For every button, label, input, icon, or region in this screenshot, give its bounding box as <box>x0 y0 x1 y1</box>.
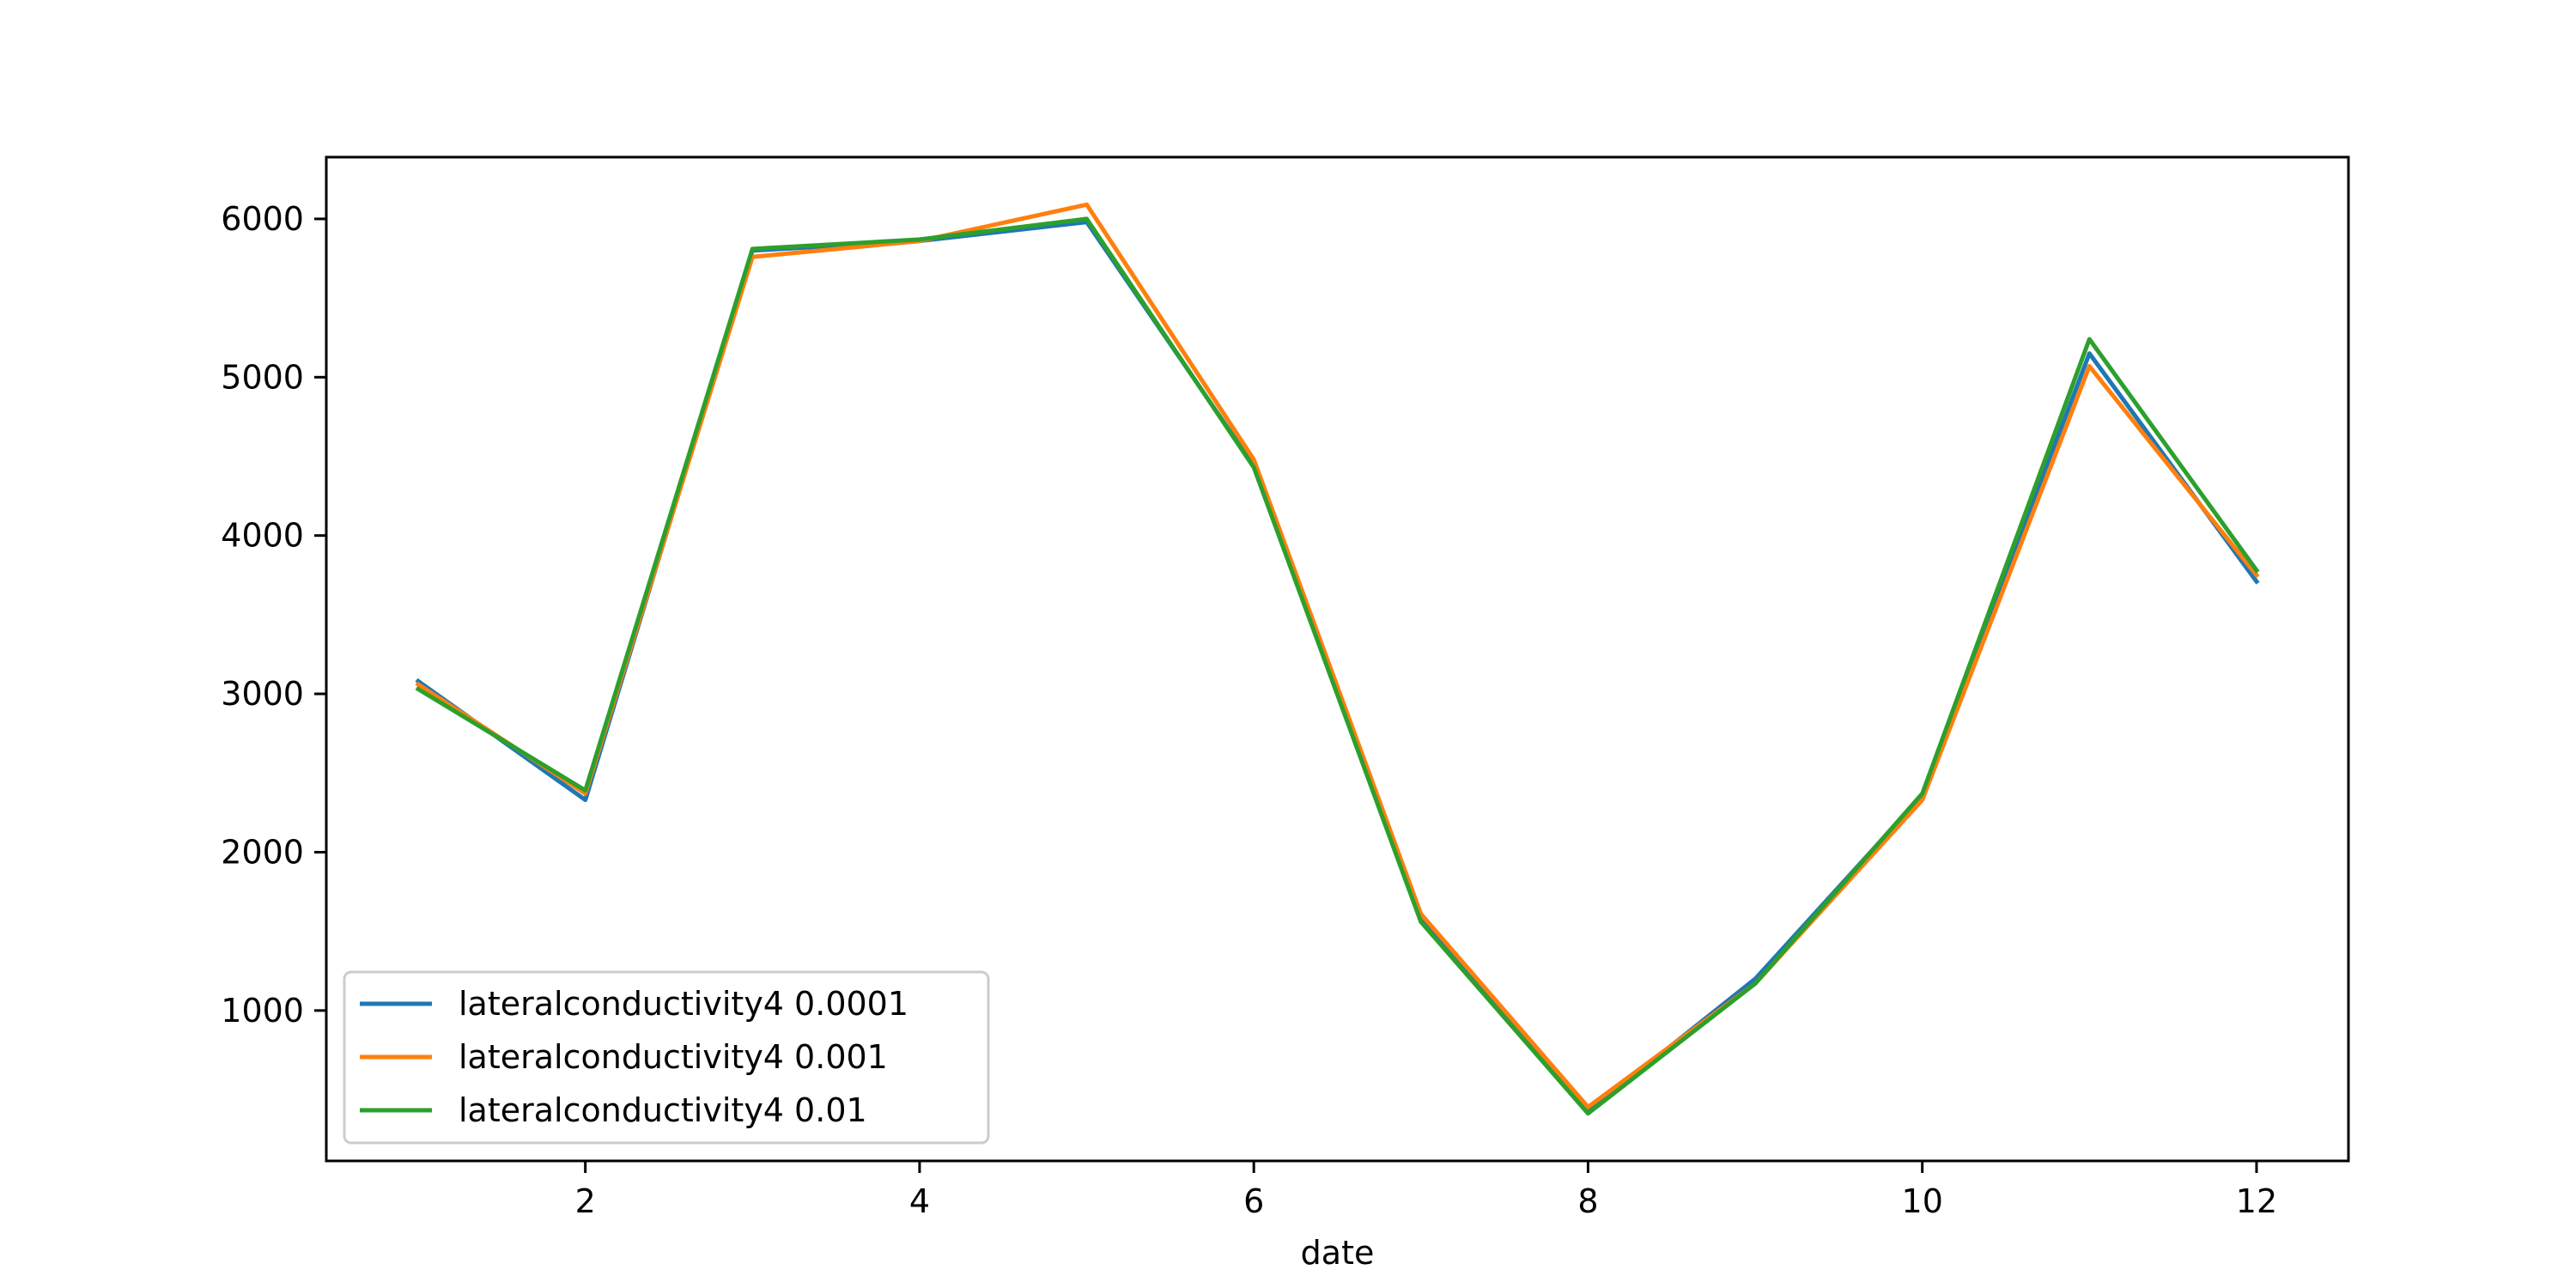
series-layer <box>415 202 2260 1116</box>
legend-label: lateralconductivity4 0.01 <box>459 1091 867 1129</box>
legend-label: lateralconductivity4 0.001 <box>459 1038 888 1076</box>
x-tick-label: 12 <box>2236 1182 2277 1220</box>
y-tick-label: 6000 <box>221 200 304 238</box>
y-tick-label: 3000 <box>221 675 304 713</box>
x-axis: 2 4 6 8 10 12 <box>575 1161 2277 1220</box>
x-tick-label: 8 <box>1577 1182 1598 1220</box>
series-line-3 <box>415 216 2260 1116</box>
legend: lateralconductivity4 0.0001 lateralconduc… <box>343 970 990 1145</box>
x-axis-title: date <box>1301 1234 1375 1272</box>
y-tick-label: 4000 <box>221 517 304 555</box>
x-tick-label: 6 <box>1243 1182 1264 1220</box>
y-axis: 1000 2000 3000 4000 5000 6000 <box>221 200 326 1030</box>
y-tick-label: 5000 <box>221 358 304 396</box>
y-tick-label: 2000 <box>221 833 304 871</box>
plot-frame <box>325 155 2350 1163</box>
legend-label: lateralconductivity4 0.0001 <box>459 985 908 1023</box>
y-tick-label: 1000 <box>221 992 304 1030</box>
x-tick-label: 2 <box>575 1182 596 1220</box>
x-tick-label: 4 <box>909 1182 930 1220</box>
x-tick-label: 10 <box>1902 1182 1943 1220</box>
legend-box <box>343 970 990 1145</box>
